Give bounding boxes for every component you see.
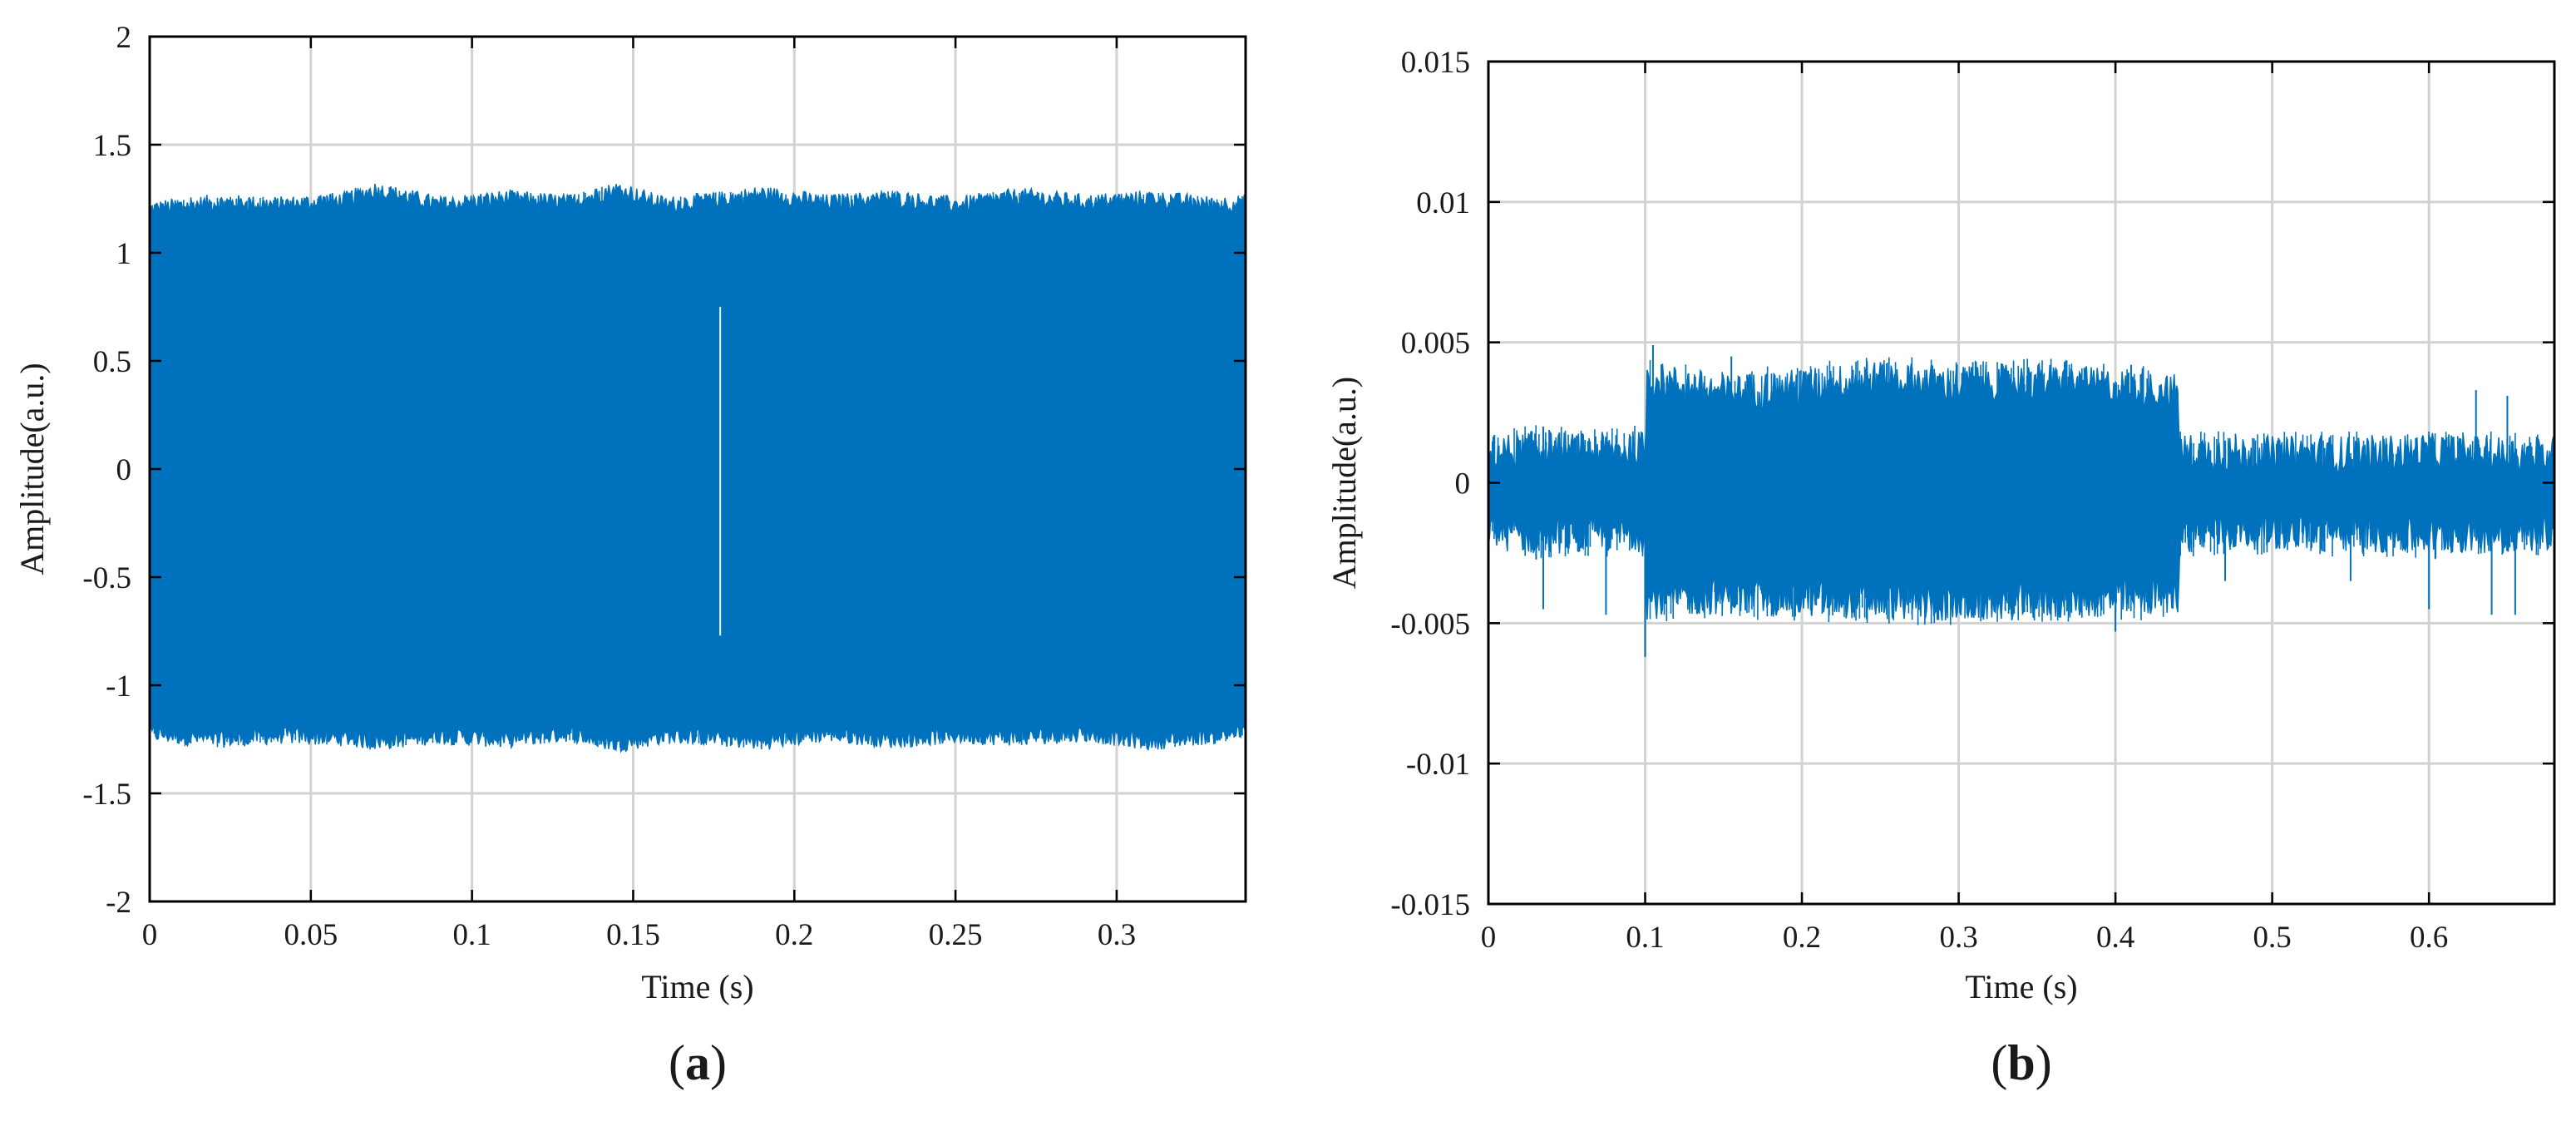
- y-tick-label-a-7: -1.5: [82, 778, 131, 812]
- y-tick-label-b-2: 0.005: [1401, 327, 1470, 361]
- x-tick-label-a-0: 0: [142, 918, 158, 952]
- y-tick-label-a-6: -1: [106, 669, 131, 704]
- x-tick-label-a-4: 0.2: [775, 918, 813, 952]
- x-axis-title-a: Time (s): [641, 968, 753, 1005]
- x-tick-label-b-0: 0: [1481, 921, 1497, 955]
- ticks-a: 0 0.05 0.1 0.15 0.2 0.25 0.3 2 1.5 1 0.5 0 -0.5 -1 -1.…: [82, 21, 1246, 952]
- panel-label-a: (a): [669, 1035, 727, 1090]
- signal-trace-b: [1488, 345, 2555, 657]
- x-tick-label-a-5: 0.25: [929, 918, 983, 952]
- x-tick-label-a-2: 0.1: [453, 918, 491, 952]
- x-tick-label-b-4: 0.4: [2096, 921, 2134, 955]
- y-axis-title-a: Amplitude(a.u.): [13, 363, 51, 575]
- y-tick-label-b-5: -0.01: [1406, 748, 1470, 782]
- chart-panel-a: 0 0.05 0.1 0.15 0.2 0.25 0.3 2 1.5 1 0.5 0 -0.5 -1 -1.…: [13, 21, 1247, 1090]
- y-tick-label-a-3: 0.5: [93, 345, 131, 379]
- y-tick-label-a-4: 0: [116, 453, 132, 487]
- x-tick-label-b-1: 0.1: [1626, 921, 1664, 955]
- signal-band-a: [149, 183, 1246, 753]
- y-tick-label-a-8: -2: [106, 886, 131, 920]
- x-tick-label-a-1: 0.05: [284, 918, 338, 952]
- y-tick-label-a-0: 2: [116, 21, 132, 55]
- chart-panel-b: 0 0.1 0.2 0.3 0.4 0.5 0.6 0.015 0.01 0.005 0 -0.005…: [1325, 46, 2556, 1090]
- y-tick-label-a-1: 1.5: [93, 129, 131, 163]
- y-tick-label-b-6: -0.015: [1390, 888, 1470, 922]
- y-tick-label-b-0: 0.015: [1401, 46, 1470, 80]
- y-tick-label-a-2: 1: [116, 237, 132, 271]
- x-axis-title-b: Time (s): [1965, 968, 2077, 1005]
- x-tick-label-b-6: 0.6: [2410, 921, 2448, 955]
- x-tick-label-b-3: 0.3: [1939, 921, 1977, 955]
- x-tick-label-a-3: 0.15: [606, 918, 660, 952]
- x-tick-label-a-6: 0.3: [1098, 918, 1136, 952]
- ticks-b: 0 0.1 0.2 0.3 0.4 0.5 0.6 0.015 0.01 0.005 0 -0.005…: [1390, 46, 2554, 955]
- x-tick-label-b-5: 0.5: [2253, 921, 2292, 955]
- y-tick-label-b-3: 0: [1455, 467, 1471, 501]
- y-axis-title-b: Amplitude(a.u.): [1325, 377, 1363, 590]
- y-tick-label-a-5: -0.5: [82, 561, 131, 595]
- panel-label-b: (b): [1991, 1035, 2051, 1090]
- signal-trace-a: [149, 183, 1246, 753]
- x-tick-label-b-2: 0.2: [1783, 921, 1821, 955]
- signal-band-b: [1488, 360, 2555, 621]
- y-tick-label-b-1: 0.01: [1416, 186, 1470, 220]
- y-tick-label-b-4: -0.005: [1390, 607, 1470, 641]
